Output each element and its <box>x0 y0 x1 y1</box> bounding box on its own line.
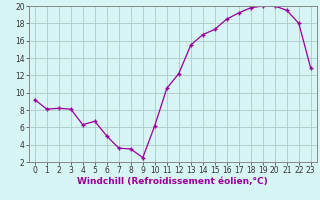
X-axis label: Windchill (Refroidissement éolien,°C): Windchill (Refroidissement éolien,°C) <box>77 177 268 186</box>
